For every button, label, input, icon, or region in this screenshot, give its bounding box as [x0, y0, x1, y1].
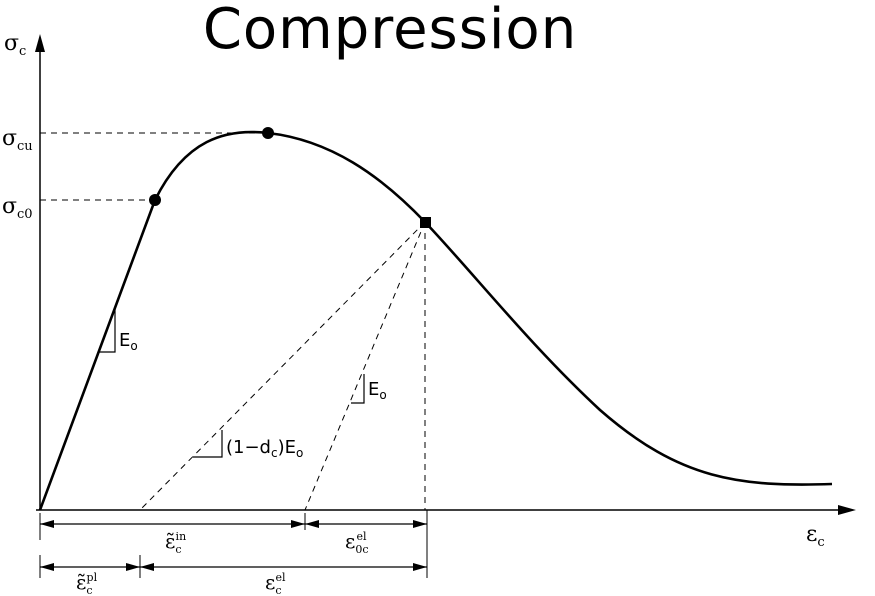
damaged-slope-triangle [193, 430, 223, 458]
x-axis-arrowhead [838, 505, 856, 515]
elastic-unload-line [304, 221, 426, 511]
peak-point-marker [262, 127, 274, 139]
inelastic-strain-label: ε̃cin [165, 529, 186, 556]
e0-slope-triangle-unload [351, 374, 365, 404]
y-axis-arrowhead [35, 34, 45, 52]
e0-slope-label-initial: Eo [119, 330, 138, 353]
elastic-strain-label: εcel [265, 570, 286, 596]
diagram-title: Compression [202, 0, 578, 62]
e0-slope-label-unload: Eo [368, 379, 387, 402]
damaged-unload-line [139, 221, 426, 511]
yield-point-marker [149, 194, 161, 206]
plastic-strain-label: ε̃cpl [76, 570, 98, 596]
y-axis-label: σc [4, 31, 26, 59]
stress-strain-curve [38, 130, 833, 511]
damaged-slope-label: (1−dc)Eo [226, 437, 303, 460]
e0-slope-triangle-initial [99, 308, 116, 353]
x-axis-label: εc [806, 522, 825, 550]
sigma-c0-label: σc0 [2, 194, 33, 222]
sigma-cu-label: σcu [2, 126, 33, 154]
elastic0-strain-label: ε0cel [345, 529, 369, 556]
